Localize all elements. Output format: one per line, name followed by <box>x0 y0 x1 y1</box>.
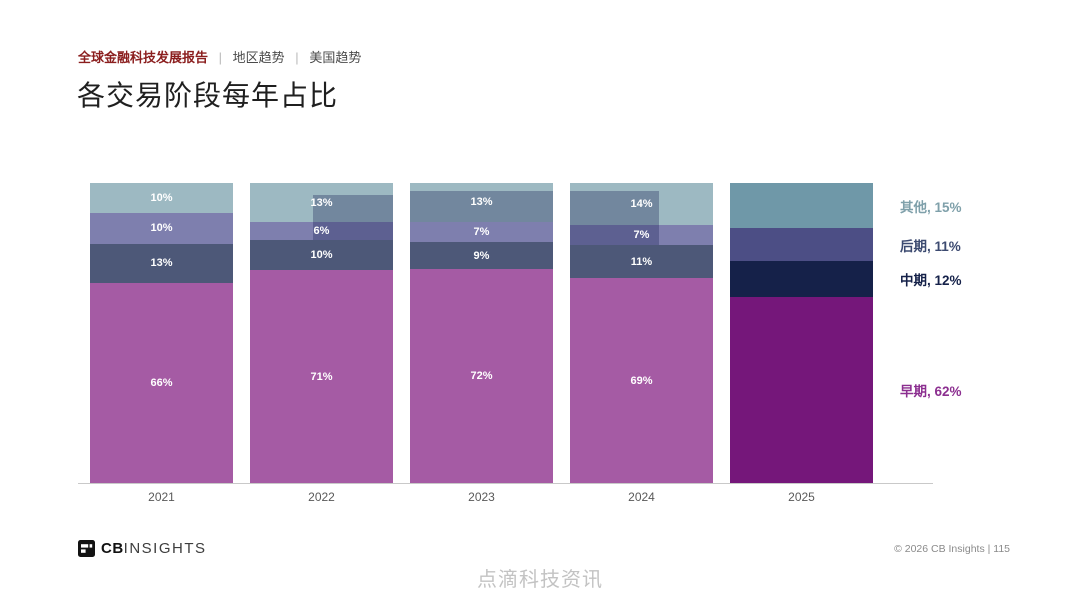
data-label: 71% <box>310 370 333 383</box>
bar-segment-早期: 71% <box>250 270 393 483</box>
bar-segment-早期 <box>730 297 873 483</box>
breadcrumb-item-us-trends: 美国趋势 <box>309 50 362 65</box>
bar-segment-中期: 11% <box>570 245 713 279</box>
breadcrumb-separator: | <box>295 50 299 65</box>
data-label: 7% <box>633 228 650 241</box>
x-axis-label-2022: 2022 <box>308 490 335 504</box>
bar-segment-其他: 10% <box>90 183 233 214</box>
x-axis-label-2021: 2021 <box>148 490 175 504</box>
bar-2024: 14% 7% 11% 69% <box>570 183 713 483</box>
breadcrumb-separator: | <box>218 50 223 65</box>
bar-segment-后期: 6% <box>250 222 393 240</box>
bar-2023: 13% 7% 9% 72% <box>410 183 553 483</box>
chart-legend: 其他, 15% 后期, 11% 中期, 12% 早期, 62% <box>900 183 1070 483</box>
bar-segment-中期: 10% <box>250 240 393 270</box>
label-highlight-box <box>570 191 659 225</box>
x-axis-label-2023: 2023 <box>468 490 495 504</box>
data-label: 66% <box>150 376 173 389</box>
data-label: 13% <box>310 196 333 209</box>
bar-segment-早期: 69% <box>570 278 713 483</box>
label-highlight-box <box>312 194 393 222</box>
x-axis-label-2024: 2024 <box>628 490 655 504</box>
data-label: 6% <box>313 225 330 237</box>
breadcrumb-report-title: 全球金融科技发展报告 <box>78 50 209 65</box>
data-label: 10% <box>150 222 173 235</box>
data-label: 13% <box>470 196 493 209</box>
data-label: 69% <box>630 374 653 387</box>
bar-2021: 10% 10% 13% 66% <box>90 183 233 483</box>
legend-item-后期: 后期, 11% <box>900 238 961 254</box>
data-label: 14% <box>630 197 653 210</box>
page-title: 各交易阶段每年占比 <box>77 80 339 111</box>
bar-segment-其他: 14% <box>570 183 713 225</box>
logo-text-insights: INSIGHTS <box>123 540 207 557</box>
watermark-text: 点滴科技资讯 <box>477 569 603 591</box>
legend-item-早期: 早期, 62% <box>900 384 962 399</box>
stacked-bar-chart: 10% 10% 13% 66% 13% 6% 10% 71% 13% 7% 9% 72% 14% 7% 11… <box>90 183 873 483</box>
bar-segment-早期: 72% <box>410 269 553 483</box>
bar-segment-其他: 13% <box>410 183 553 222</box>
x-axis-label-2025: 2025 <box>788 490 815 504</box>
bar-segment-后期: 7% <box>410 221 553 243</box>
x-axis-line <box>78 483 933 484</box>
bar-segment-中期 <box>730 261 873 297</box>
data-label: 10% <box>310 249 333 261</box>
data-label: 7% <box>473 226 490 238</box>
cbinsights-logo: CB INSIGHTS <box>78 540 207 557</box>
bar-segment-后期: 10% <box>90 213 233 244</box>
bar-segment-中期: 9% <box>410 242 553 270</box>
bar-2025 <box>730 183 873 483</box>
bar-segment-后期: 7% <box>570 224 713 246</box>
cbinsights-logo-icon <box>78 540 95 557</box>
data-label: 72% <box>470 370 493 383</box>
bar-2022: 13% 6% 10% 71% <box>250 183 393 483</box>
legend-item-其他: 其他, 15% <box>900 199 962 215</box>
data-label: 10% <box>150 192 173 205</box>
copyright-page-number: © 2026 CB Insights | 115 <box>894 543 1010 555</box>
bar-segment-中期: 13% <box>90 243 233 283</box>
breadcrumb-item-region-trends: 地区趋势 <box>232 50 285 65</box>
data-label: 13% <box>150 257 173 270</box>
bar-segment-其他 <box>730 183 873 228</box>
breadcrumb: 全球金融科技发展报告 | 地区趋势 | 美国趋势 <box>78 47 361 66</box>
data-label: 11% <box>630 255 653 268</box>
bar-segment-后期 <box>730 228 873 261</box>
label-highlight-box <box>410 191 553 222</box>
legend-item-中期: 中期, 12% <box>900 273 962 288</box>
label-highlight-box <box>570 224 659 246</box>
label-highlight-box <box>312 222 393 240</box>
bar-segment-其他: 13% <box>250 183 393 222</box>
logo-text-cb: CB <box>101 540 124 557</box>
data-label: 9% <box>473 249 490 262</box>
bar-segment-早期: 66% <box>90 282 233 483</box>
